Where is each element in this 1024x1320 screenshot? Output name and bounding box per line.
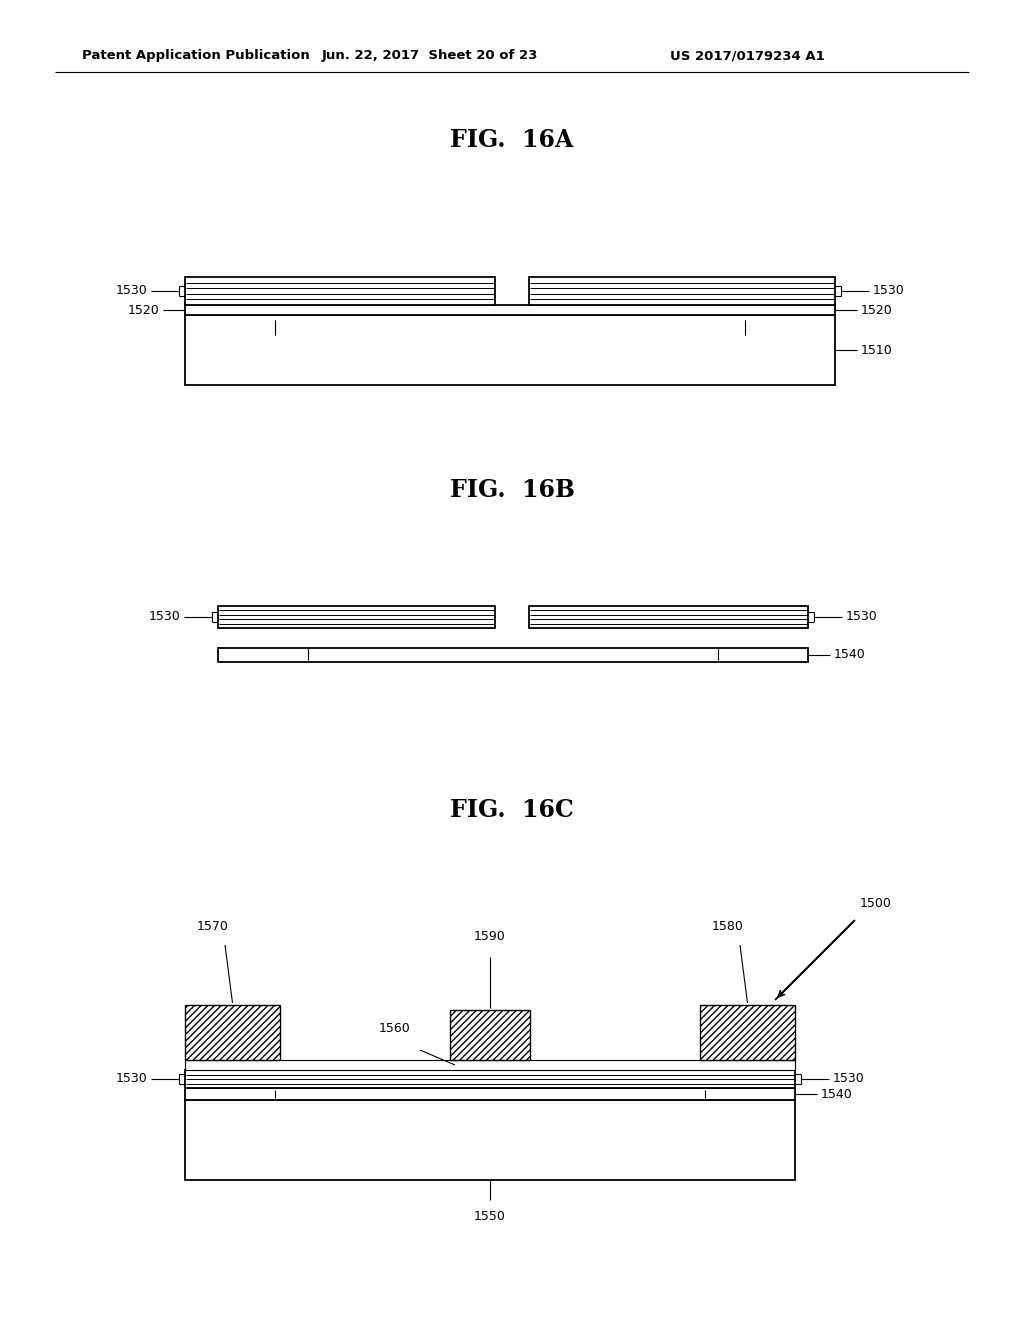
Text: FIG.  16A: FIG. 16A	[451, 128, 573, 152]
Bar	[185, 1060, 795, 1071]
Bar	[185, 1005, 280, 1060]
Text: 1530: 1530	[148, 610, 180, 623]
Text: 1540: 1540	[821, 1088, 853, 1101]
Text: 1580: 1580	[712, 920, 744, 933]
Bar	[185, 1088, 795, 1100]
Text: FIG.  16B: FIG. 16B	[450, 478, 574, 502]
Bar	[700, 1005, 795, 1060]
Text: 1550: 1550	[474, 1210, 506, 1224]
Text: 1530: 1530	[116, 1072, 147, 1085]
Text: Patent Application Publication: Patent Application Publication	[82, 49, 309, 62]
Text: 1500: 1500	[860, 898, 892, 909]
Bar	[185, 305, 835, 315]
Text: 1540: 1540	[834, 648, 865, 661]
Text: FIG.  16C: FIG. 16C	[451, 799, 573, 822]
Bar	[185, 315, 835, 385]
Bar	[185, 1071, 795, 1088]
Text: 1520: 1520	[127, 304, 159, 317]
Text: 1510: 1510	[861, 343, 893, 356]
Text: 1560: 1560	[379, 1022, 411, 1035]
Text: 1530: 1530	[873, 285, 905, 297]
Text: Jun. 22, 2017  Sheet 20 of 23: Jun. 22, 2017 Sheet 20 of 23	[322, 49, 539, 62]
Bar	[529, 277, 835, 305]
Text: 1530: 1530	[846, 610, 878, 623]
Bar	[529, 606, 808, 628]
Bar	[185, 277, 495, 305]
Text: 1530: 1530	[833, 1072, 864, 1085]
Bar	[218, 648, 808, 663]
Bar	[185, 1100, 795, 1180]
Text: 1530: 1530	[116, 285, 147, 297]
Bar	[218, 606, 495, 628]
Text: US 2017/0179234 A1: US 2017/0179234 A1	[670, 49, 824, 62]
Text: 1570: 1570	[197, 920, 229, 933]
Bar	[450, 1010, 530, 1060]
Text: 1590: 1590	[474, 931, 506, 942]
Text: 1520: 1520	[861, 304, 893, 317]
